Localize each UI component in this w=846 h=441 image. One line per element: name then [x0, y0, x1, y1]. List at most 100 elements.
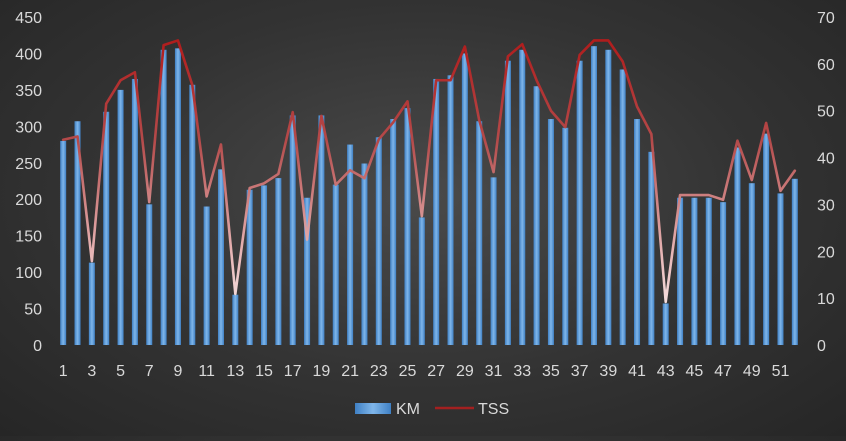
km-bar-26 — [418, 217, 425, 345]
km-bar-22 — [361, 163, 368, 345]
km-bar-44 — [677, 197, 684, 345]
tss-line — [61, 39, 797, 304]
y-left-tick-label: 150 — [15, 229, 42, 246]
km-bar-49 — [748, 183, 755, 345]
km-bars — [60, 46, 798, 346]
x-tick-label: 47 — [714, 363, 732, 380]
x-axis: 1 3 5 7 9 11 13 15 17 19 21 23 25 27 29 31 33 35 37 39 41 43 4… — [59, 363, 790, 380]
km-bar-16 — [275, 178, 282, 345]
x-tick-label: 17 — [284, 363, 302, 380]
km-bar-3 — [88, 262, 95, 345]
km-bar-17 — [289, 115, 296, 346]
km-bar-6 — [131, 78, 138, 346]
km-bar-27 — [433, 78, 440, 346]
legend-tss-label: TSS — [478, 401, 509, 418]
km-bar-1 — [60, 140, 67, 345]
y-left-tick-label: 200 — [15, 192, 42, 209]
km-bar-34 — [533, 86, 540, 346]
km-bar-35 — [547, 119, 554, 345]
km-bar-36 — [562, 127, 569, 345]
y-right-tick-label: 20 — [817, 244, 835, 261]
y-right-tick-label: 70 — [817, 10, 835, 27]
x-tick-label: 25 — [399, 363, 417, 380]
km-bar-31 — [490, 177, 497, 345]
km-bar-50 — [763, 133, 770, 345]
x-tick-label: 11 — [198, 363, 215, 380]
legend-km-swatch — [355, 403, 391, 414]
x-tick-label: 43 — [657, 363, 675, 380]
km-bar-14 — [246, 189, 253, 345]
y-right-tick-label: 40 — [817, 151, 835, 168]
tss-line-layer — [61, 39, 797, 304]
km-bar-9 — [174, 48, 181, 346]
y-right-tick-label: 0 — [817, 338, 826, 355]
x-tick-label: 5 — [116, 363, 125, 380]
x-tick-label: 15 — [255, 363, 273, 380]
km-bar-12 — [217, 169, 224, 345]
km-bar-5 — [117, 89, 124, 345]
km-bar-18 — [304, 197, 311, 345]
km-bar-51 — [777, 193, 784, 345]
km-bar-42 — [648, 151, 655, 345]
x-tick-label: 45 — [686, 363, 704, 380]
km-bar-47 — [720, 202, 727, 345]
km-bar-45 — [691, 197, 698, 345]
y-left-tick-label: 400 — [15, 46, 42, 63]
x-tick-label: 39 — [599, 363, 617, 380]
x-tick-label: 33 — [513, 363, 531, 380]
x-tick-label: 49 — [743, 363, 761, 380]
km-bar-11 — [203, 206, 210, 345]
y-right-tick-label: 10 — [817, 291, 835, 308]
km-bar-28 — [447, 75, 454, 345]
km-bar-41 — [634, 119, 641, 345]
km-bar-33 — [519, 49, 526, 346]
y-axis-right: 0 10 20 30 40 50 60 70 — [817, 10, 835, 355]
x-tick-label: 29 — [456, 363, 474, 380]
y-right-tick-label: 50 — [817, 104, 835, 121]
y-left-tick-label: 0 — [33, 338, 42, 355]
x-tick-label: 21 — [341, 363, 359, 380]
x-tick-label: 3 — [87, 363, 96, 380]
y-axis-left: 0 50 100 150 200 250 300 350 400 450 — [15, 10, 42, 355]
x-tick-label: 19 — [313, 363, 331, 380]
x-tick-label: 9 — [173, 363, 182, 380]
km-bar-43 — [662, 303, 669, 345]
km-bar-15 — [261, 185, 268, 345]
y-right-tick-label: 30 — [817, 197, 835, 214]
km-bar-39 — [605, 49, 612, 346]
km-bar-20 — [332, 184, 339, 345]
km-bar-46 — [705, 197, 712, 345]
y-left-tick-label: 100 — [15, 265, 42, 282]
km-bar-2 — [74, 121, 81, 345]
km-bar-48 — [734, 147, 741, 345]
y-left-tick-label: 50 — [24, 302, 42, 319]
km-bar-8 — [160, 49, 167, 346]
km-bar-25 — [404, 108, 411, 345]
y-left-tick-label: 250 — [15, 156, 42, 173]
km-bar-7 — [146, 204, 153, 345]
km-bar-40 — [619, 69, 626, 345]
y-left-tick-label: 350 — [15, 83, 42, 100]
km-bar-37 — [576, 60, 583, 345]
x-tick-label: 51 — [772, 363, 790, 380]
x-tick-label: 23 — [370, 363, 388, 380]
x-tick-label: 37 — [571, 363, 589, 380]
km-bar-32 — [504, 60, 511, 345]
x-tick-label: 7 — [145, 363, 154, 380]
km-bar-24 — [390, 119, 397, 345]
x-tick-label: 31 — [485, 363, 503, 380]
km-bar-21 — [347, 144, 354, 345]
legend: KM TSS — [355, 401, 509, 418]
x-tick-label: 41 — [628, 363, 646, 380]
legend-km-label: KM — [396, 401, 420, 418]
km-bar-52 — [791, 178, 798, 345]
y-left-tick-label: 300 — [15, 119, 42, 136]
km-bar-10 — [189, 84, 196, 345]
x-tick-label: 35 — [542, 363, 560, 380]
y-right-tick-label: 60 — [817, 57, 835, 74]
x-tick-label: 1 — [59, 363, 68, 380]
x-tick-label: 13 — [226, 363, 244, 380]
km-bar-23 — [375, 137, 382, 345]
